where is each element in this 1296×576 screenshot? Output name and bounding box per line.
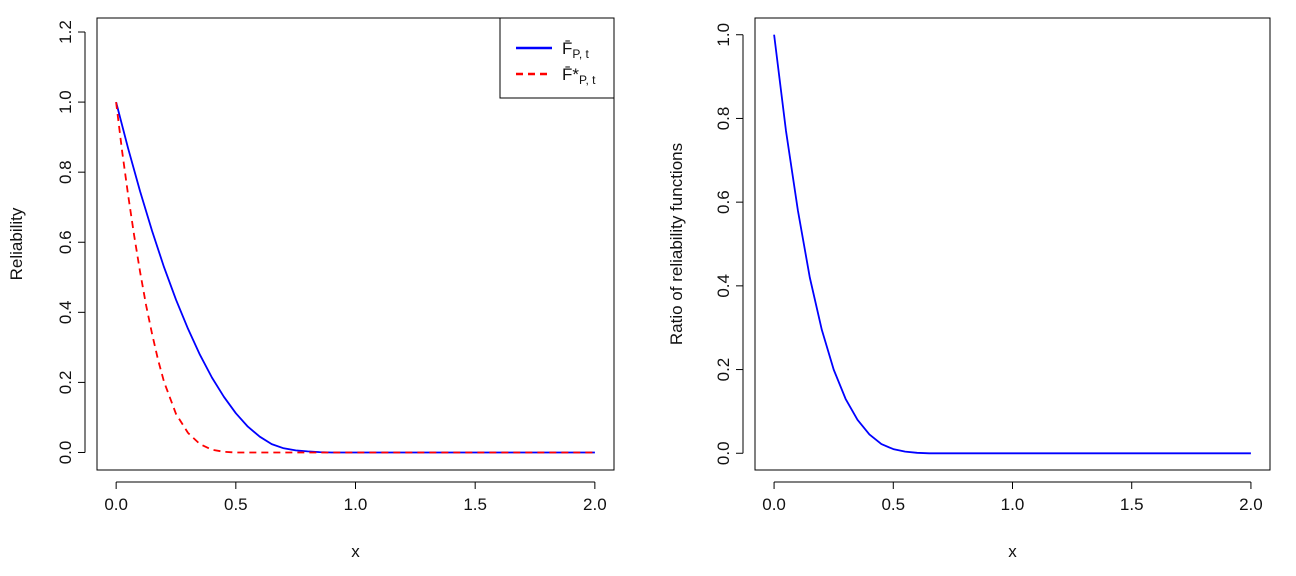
plot-frame xyxy=(754,17,1271,471)
x-tick-label: 0.5 xyxy=(224,495,248,514)
x-tick-label: 1.5 xyxy=(1120,495,1144,514)
legend-box xyxy=(499,17,615,99)
series-line-1 xyxy=(115,101,595,454)
x-tick-label: 0.0 xyxy=(762,495,786,514)
series-line-0 xyxy=(115,101,595,454)
x-tick-label: 2.0 xyxy=(1239,495,1263,514)
x-tick-label: 2.0 xyxy=(583,495,607,514)
legend: F̄P, t F̄*P, t xyxy=(499,17,615,99)
y-tick-label: 0.2 xyxy=(56,371,75,395)
y-tick-label: 0.6 xyxy=(56,230,75,254)
x-tick-label: 1.0 xyxy=(344,495,368,514)
y-tick-label: 0.0 xyxy=(56,441,75,465)
y-tick-label: 0.0 xyxy=(714,441,733,465)
legend-label-1: F̄*P, t xyxy=(562,65,596,87)
x-tick-label: 1.5 xyxy=(463,495,487,514)
y-tick-label: 0.2 xyxy=(714,358,733,382)
plot-frame xyxy=(96,17,615,471)
x-axis-title: x xyxy=(1008,542,1017,561)
y-axis-title: Ratio of reliability functions xyxy=(667,143,686,345)
x-axis-title: x xyxy=(351,542,360,561)
x-tick-label: 0.5 xyxy=(881,495,905,514)
y-tick-label: 0.4 xyxy=(56,301,75,325)
y-tick-label: 1.0 xyxy=(56,90,75,114)
y-tick-label: 1.2 xyxy=(56,20,75,44)
legend-label-0: F̄P, t xyxy=(562,39,590,61)
y-tick-label: 0.8 xyxy=(56,160,75,184)
y-axis-title: Reliability xyxy=(7,207,26,280)
left-chart-panel: 0.0 0.5 1.0 1.5 2.0 0.0 0.2 0.4 0.6 0.8 1.0 1.2 x Rel… xyxy=(7,17,615,561)
x-tick-label: 0.0 xyxy=(104,495,128,514)
y-tick-label: 0.8 xyxy=(714,107,733,131)
y-tick-label: 0.4 xyxy=(714,274,733,298)
y-tick-label: 1.0 xyxy=(714,23,733,47)
y-tick-label: 0.6 xyxy=(714,190,733,214)
series-line-0 xyxy=(773,34,1251,455)
x-tick-label: 1.0 xyxy=(1001,495,1025,514)
right-chart-panel: 0.0 0.5 1.0 1.5 2.0 0.0 0.2 0.4 0.6 0.8 1.0 x Ratio … xyxy=(667,17,1271,561)
